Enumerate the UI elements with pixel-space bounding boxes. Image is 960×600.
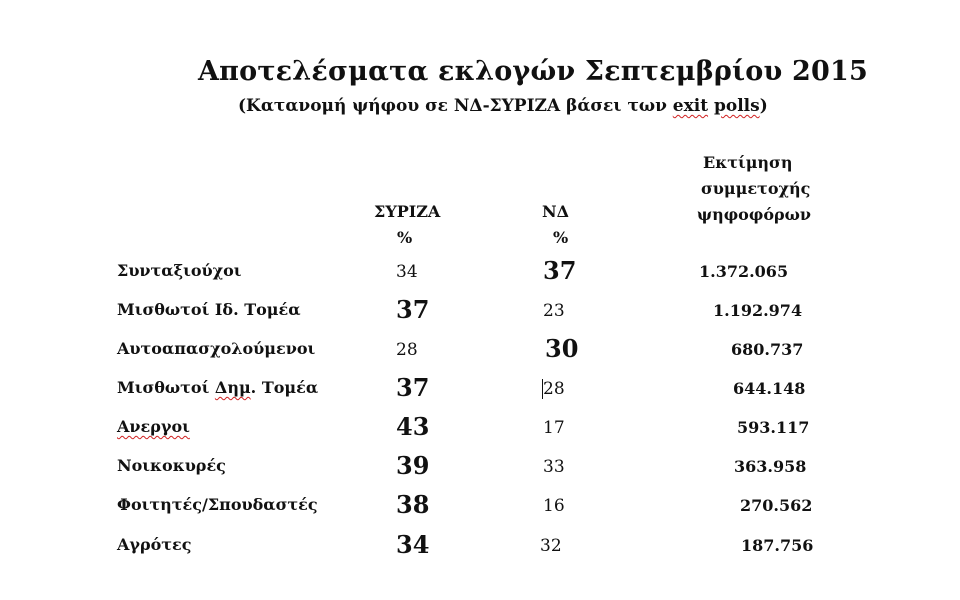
header-syriza-unit: % (397, 228, 413, 247)
row-label: Αυτοαπασχολούμενοι (117, 339, 316, 358)
syriza-value: 34 (396, 530, 430, 559)
syriza-value: 39 (396, 451, 430, 480)
syriza-value: 38 (396, 490, 430, 519)
syriza-value: 37 (396, 295, 430, 324)
nd-value: 33 (543, 457, 565, 477)
row-label: Συνταξιούχοι (117, 261, 242, 280)
nd-value: 32 (540, 536, 562, 556)
voters-value: 270.562 (740, 496, 813, 515)
header-syriza: ΣΥΡΙΖΑ (374, 202, 441, 221)
voters-value: 187.756 (741, 536, 814, 555)
nd-value: 37 (543, 256, 577, 285)
voters-value: 680.737 (731, 340, 804, 359)
nd-value: 17 (543, 418, 565, 438)
voters-value: 593.117 (737, 418, 810, 437)
row-label[interactable]: Ανεργοι (117, 417, 190, 436)
title-text: Αποτελέσματα εκλογών Σεπτεμβρίου 2015 (198, 56, 868, 87)
subtitle-text: (Κατανομή ψήφου σε ΝΔ-ΣΥΡΙΖΑ βάσει των (238, 96, 673, 116)
voters-value: 1.192.974 (713, 301, 803, 320)
spellcheck-flag-dim[interactable]: Δημ (214, 378, 251, 397)
voters-value: 644.148 (733, 379, 806, 398)
nd-value: 30 (545, 334, 579, 363)
nd-value: 23 (543, 301, 565, 321)
voters-value: 363.958 (734, 457, 807, 476)
header-voter-estimate: Εκτίμηση συμμετοχής ψηφοφόρων (697, 153, 811, 224)
voters-value: 1.372.065 (699, 262, 789, 281)
row-label: Μισθωτοί Ιδ. Τομέα (117, 300, 301, 319)
header-nd: ΝΔ (542, 202, 570, 221)
syriza-value: 37 (396, 373, 430, 402)
syriza-value: 43 (396, 412, 430, 441)
header-nd-unit: % (553, 228, 569, 247)
row-label: Φοιτητές/Σπουδαστές (117, 495, 318, 514)
syriza-value: 34 (396, 262, 418, 282)
spellcheck-flag-exit[interactable]: exit (672, 96, 709, 116)
row-label: Νοικοκυρές (117, 456, 226, 475)
nd-value: 16 (543, 496, 565, 516)
syriza-value: 28 (396, 340, 418, 360)
nd-value[interactable]: 28 (542, 379, 565, 399)
row-label: Μισθωτοί Δημ. Τομέα (117, 378, 319, 397)
row-label: Αγρότες (117, 535, 192, 554)
document-subtitle: (Κατανομή ψήφου σε ΝΔ-ΣΥΡΙΖΑ βάσει των e… (238, 96, 768, 116)
spellcheck-flag-polls[interactable]: polls (713, 96, 760, 116)
